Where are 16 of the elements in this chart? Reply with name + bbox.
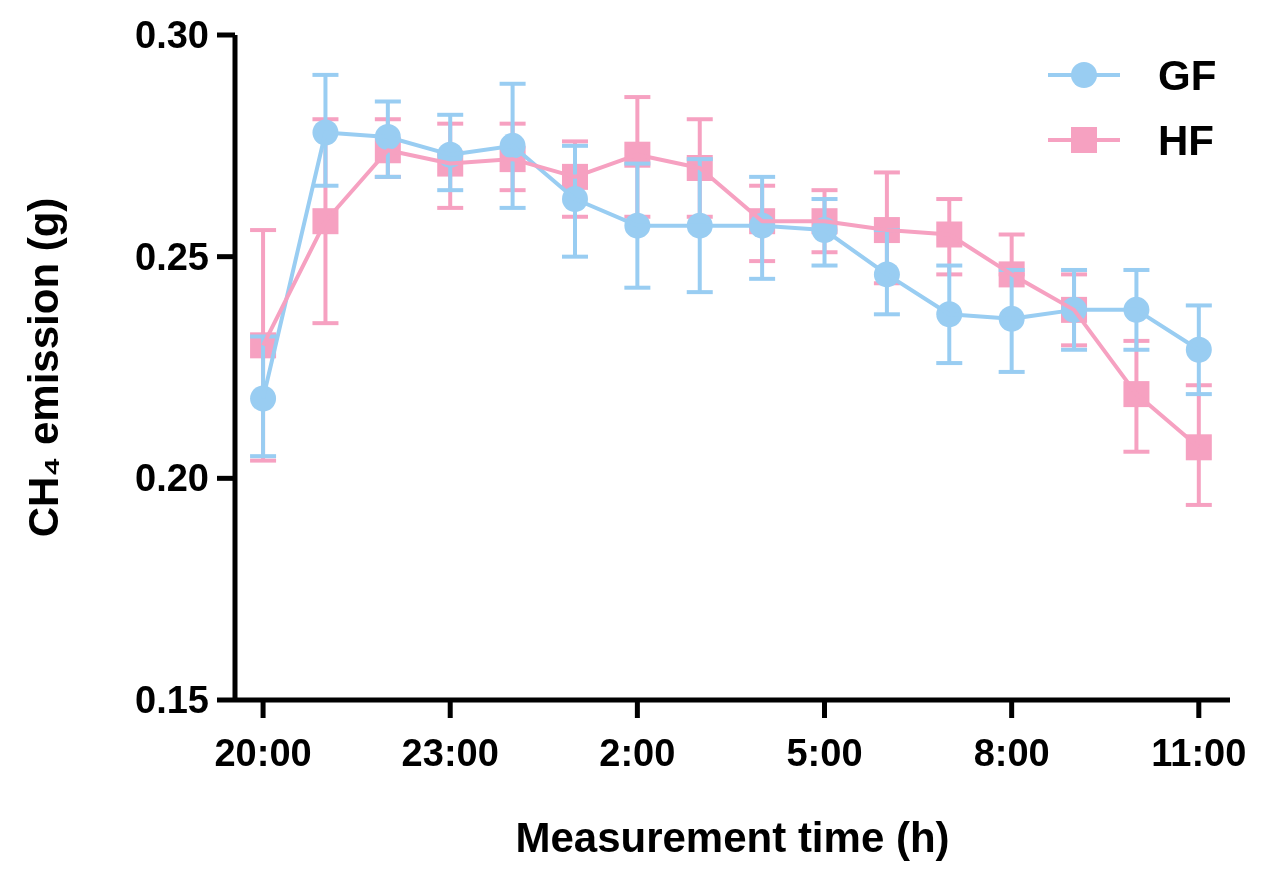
x-axis-title: Measurement time (h)	[515, 814, 950, 861]
y-tick-label: 0.25	[135, 235, 209, 278]
y-tick-label: 0.30	[135, 14, 209, 56]
x-tick-label: 8:00	[973, 732, 1050, 774]
x-tick-label: 20:00	[214, 732, 312, 774]
legend-label: GF	[1158, 52, 1217, 99]
point	[1185, 336, 1212, 363]
point	[1185, 434, 1212, 461]
y-tick-label: 0.15	[135, 679, 209, 721]
x-tick-label: 23:00	[401, 732, 499, 774]
x-tick-label: 11:00	[1151, 732, 1247, 774]
y-axis-title: CH₄ emission (g)	[20, 197, 67, 538]
x-tick-label: 5:00	[786, 732, 863, 774]
legend-label: HF	[1158, 117, 1214, 164]
x-tick-label: 2:00	[599, 732, 676, 774]
y-tick-label: 0.20	[135, 457, 209, 500]
